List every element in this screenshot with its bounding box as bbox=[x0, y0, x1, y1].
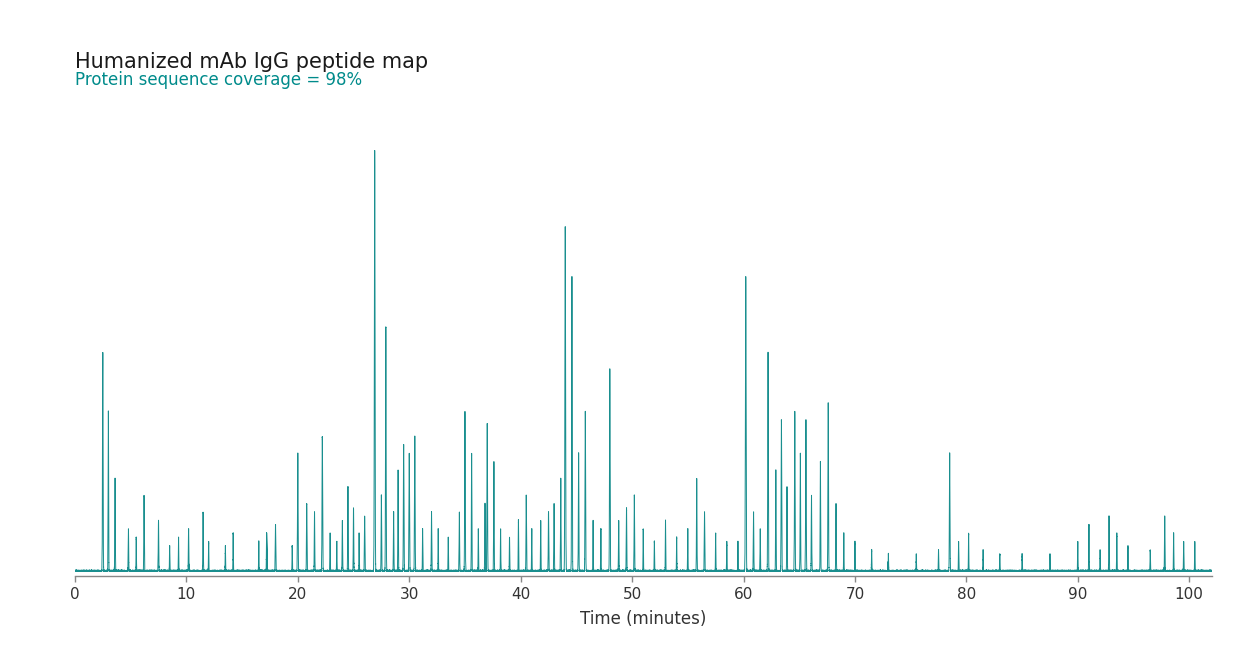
X-axis label: Time (minutes): Time (minutes) bbox=[580, 610, 707, 628]
Text: Protein sequence coverage = 98%: Protein sequence coverage = 98% bbox=[75, 71, 362, 89]
Text: Humanized mAb IgG peptide map: Humanized mAb IgG peptide map bbox=[75, 52, 428, 73]
